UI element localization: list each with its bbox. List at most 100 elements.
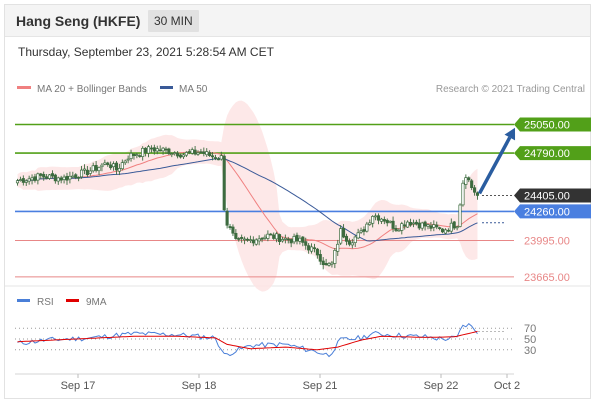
candle-body bbox=[216, 158, 220, 161]
candle-body bbox=[45, 176, 49, 179]
candle-body bbox=[280, 239, 284, 242]
candle-body bbox=[42, 174, 46, 178]
candle-body bbox=[56, 177, 60, 182]
candle-body bbox=[123, 160, 127, 164]
rsi-tick-50: 50 bbox=[524, 334, 536, 346]
chart-datetime: Thursday, September 23, 2021 5:28:54 AM … bbox=[18, 45, 274, 59]
candle-body bbox=[283, 237, 287, 240]
candle-body bbox=[71, 175, 75, 178]
candle-body bbox=[117, 168, 121, 172]
x-tick-label: Sep 21 bbox=[303, 380, 338, 392]
candle-body bbox=[77, 176, 81, 179]
candle-body bbox=[234, 232, 238, 239]
timeframe-badge[interactable]: 30 MIN bbox=[148, 10, 199, 32]
candle-body bbox=[196, 152, 200, 155]
candle-body bbox=[394, 228, 398, 231]
candle-body bbox=[411, 222, 415, 225]
candle-body bbox=[219, 155, 223, 160]
candle-body bbox=[149, 147, 153, 150]
candle-body bbox=[347, 240, 351, 245]
candle-body bbox=[21, 178, 25, 183]
candle-body bbox=[414, 221, 418, 225]
candle-body bbox=[403, 224, 407, 227]
projection-arrow-head bbox=[504, 127, 516, 141]
candle-body bbox=[181, 154, 185, 158]
candle-body bbox=[263, 236, 267, 239]
candle-body bbox=[269, 233, 273, 236]
candle-body bbox=[452, 221, 456, 229]
candle-body bbox=[167, 148, 171, 155]
candle-body bbox=[429, 225, 433, 229]
candle-body bbox=[292, 236, 296, 243]
candle-body bbox=[315, 248, 319, 256]
candle-body bbox=[199, 151, 203, 154]
candle-body bbox=[365, 223, 369, 232]
candle-body bbox=[82, 168, 87, 171]
chart-widget: Hang Seng (HKFE) 30 MIN Thursday, Septem… bbox=[4, 4, 591, 399]
candle-body bbox=[321, 260, 325, 266]
candle-body bbox=[228, 226, 232, 229]
candle-body bbox=[129, 152, 133, 159]
candle-body bbox=[388, 220, 392, 223]
candle-body bbox=[455, 226, 459, 229]
candle-body bbox=[158, 149, 162, 152]
rsi-legend-swatch bbox=[17, 299, 30, 302]
candle-body bbox=[467, 177, 471, 181]
candle-body bbox=[161, 147, 165, 152]
candle-body bbox=[304, 241, 308, 246]
candle-body bbox=[251, 239, 255, 244]
candle-body bbox=[245, 238, 250, 241]
candle-body bbox=[310, 246, 314, 252]
candle-body bbox=[109, 164, 113, 169]
candle-body bbox=[289, 239, 293, 244]
x-tick-label: Sep 18 bbox=[182, 380, 217, 392]
rsi-tick-70: 70 bbox=[524, 323, 536, 335]
candle-body bbox=[132, 153, 136, 156]
candle-body bbox=[339, 228, 343, 244]
candle-body bbox=[164, 148, 168, 151]
candle-body bbox=[184, 152, 188, 156]
candle-body bbox=[205, 151, 209, 156]
candle-body bbox=[62, 176, 66, 180]
ma50-legend-label: MA 50 bbox=[179, 84, 208, 95]
price-label-24790.00: 24790.00 bbox=[524, 148, 570, 160]
candle-body bbox=[438, 227, 442, 230]
candle-body bbox=[408, 222, 413, 226]
price-tag-25050.00 bbox=[514, 117, 591, 132]
candle-body bbox=[379, 218, 383, 222]
candle-body bbox=[318, 254, 322, 262]
x-tick-label: Sep 22 bbox=[424, 380, 459, 392]
candle-body bbox=[248, 239, 252, 241]
candle-body bbox=[211, 155, 215, 158]
candle-body bbox=[333, 250, 337, 264]
candle-body bbox=[30, 177, 34, 181]
candle-body bbox=[68, 175, 72, 180]
candle-body bbox=[225, 210, 229, 226]
candle-body bbox=[208, 152, 212, 157]
candle-body bbox=[420, 222, 424, 229]
candle-body bbox=[473, 187, 477, 193]
candle-body bbox=[353, 236, 357, 243]
candle-body bbox=[441, 228, 445, 233]
candle-body bbox=[443, 229, 448, 234]
price-label-23995.00: 23995.00 bbox=[524, 236, 570, 248]
projection-arrow-shaft bbox=[477, 136, 512, 195]
x-tick-label: Sep 17 bbox=[61, 380, 96, 392]
candle-body bbox=[80, 169, 84, 178]
candle-body bbox=[50, 173, 54, 177]
rsi-line bbox=[17, 323, 478, 358]
candle-body bbox=[461, 182, 465, 206]
ma20-legend-label: MA 20 + Bollinger Bands bbox=[37, 84, 147, 95]
candle-body bbox=[254, 239, 258, 245]
candle-body bbox=[344, 235, 349, 242]
price-tag-24405.00 bbox=[514, 188, 591, 203]
candle-body bbox=[391, 220, 395, 229]
candle-body bbox=[432, 224, 436, 228]
rsi-tick-30: 30 bbox=[524, 345, 536, 357]
candle-body bbox=[362, 229, 366, 232]
candle-body bbox=[475, 192, 480, 196]
candle-body bbox=[94, 165, 98, 171]
candle-body bbox=[336, 243, 340, 252]
candle-body bbox=[470, 180, 474, 189]
